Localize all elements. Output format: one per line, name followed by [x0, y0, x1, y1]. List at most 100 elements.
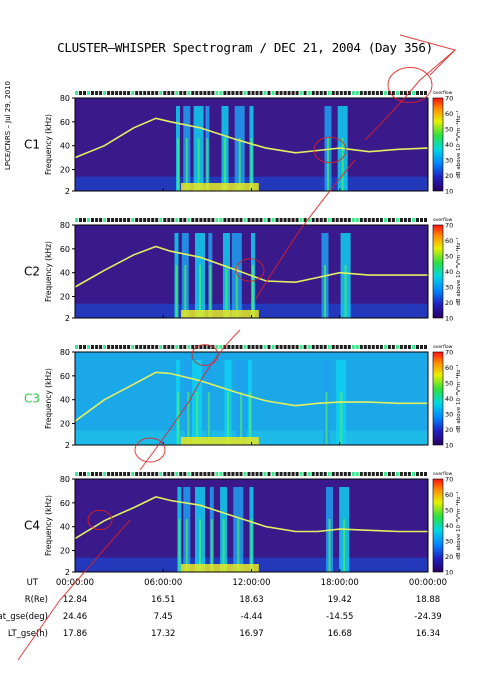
x-tick-label: 12:00:00	[232, 578, 270, 588]
y-tick-label: 80	[60, 348, 70, 357]
status-strip	[75, 91, 427, 95]
y-tick-label: 2	[65, 187, 70, 196]
emission-burst-core	[238, 138, 241, 191]
ephemeris-value: -14.55	[326, 612, 353, 622]
y-tick-label: 80	[60, 475, 70, 484]
emission-burst-core	[225, 265, 228, 318]
status-strip	[75, 218, 427, 222]
spacecraft-label: C3	[24, 392, 40, 406]
watermark-overlay	[17, 34, 456, 661]
colorbar-tick-label: 40	[445, 141, 453, 149]
colorbar-top-label: overflow	[433, 471, 453, 477]
watermark-loop	[87, 509, 113, 531]
ephemeris-value: 16.34	[416, 629, 440, 639]
emission-burst-core	[185, 519, 188, 572]
emission-burst-core	[327, 138, 329, 191]
emission-burst-core	[177, 138, 179, 191]
colorbar-tick-label: 20	[445, 426, 453, 434]
colorbar-tick-label: 30	[445, 284, 453, 292]
low-band-intensity	[180, 310, 259, 318]
watermark-loop	[313, 136, 347, 164]
colorbar-tick-label: 70	[445, 349, 453, 357]
y-tick-label: 20	[60, 293, 70, 302]
ephemeris-value: 18.88	[416, 595, 440, 605]
watermark-stroke	[399, 34, 456, 76]
y-tick-label: 80	[60, 221, 70, 230]
colorbar-top-label: overflow	[433, 90, 453, 96]
x-tick-label: 06:00:00	[144, 578, 182, 588]
y-tick-label: 40	[60, 269, 70, 278]
watermark-stroke	[139, 329, 241, 471]
colorbar-unit-label: dB above 10⁻⁸V²m⁻²Hz⁻¹	[455, 110, 462, 178]
colorbar-tick-label: 30	[445, 157, 453, 165]
emission-burst-core	[199, 265, 201, 318]
colorbar-tick-label: 50	[445, 380, 453, 388]
ephemeris-value: 7.45	[154, 612, 173, 622]
colorbar-gradient	[432, 224, 444, 319]
spacecraft-label: C2	[24, 265, 40, 279]
emission-burst-core	[184, 265, 187, 318]
y-tick-label: 20	[60, 547, 70, 556]
emission-burst-core	[185, 138, 188, 191]
colorbar-tick-label: 20	[445, 299, 453, 307]
colorbar-tick-label: 10	[445, 315, 453, 323]
emission-burst-core	[177, 392, 179, 445]
watermark-loop	[235, 258, 265, 282]
colorbar-tick-label: 30	[445, 538, 453, 546]
y-tick-label: 40	[60, 142, 70, 151]
chart-title: CLUSTER–WHISPER Spectrogram / DEC 21, 20…	[57, 40, 433, 55]
colorbar-tick-label: 10	[445, 569, 453, 577]
ephemeris-row-label: LT_gse(h)	[8, 629, 48, 639]
y-tick-label: 60	[60, 372, 70, 381]
colorbar-tick-label: 60	[445, 237, 453, 245]
emission-burst-core	[175, 265, 178, 318]
colorbar-tick-label: 70	[445, 222, 453, 230]
emission-burst-core	[209, 265, 212, 318]
ephemeris-row-label: R(Re)	[25, 595, 48, 605]
low-band-intensity	[180, 437, 259, 445]
ephemeris-value: 16.68	[328, 629, 352, 639]
colorbar-tick-label: 50	[445, 126, 453, 134]
y-axis-label: Frequency (kHz)	[44, 241, 53, 302]
ephemeris-value: 17.32	[151, 629, 175, 639]
y-tick-label: 60	[60, 245, 70, 254]
y-tick-label: 20	[60, 166, 70, 175]
x-tick-label: 18:00:00	[321, 578, 359, 588]
ephemeris-value: 17.86	[63, 629, 87, 639]
ephemeris-value: 16.51	[151, 595, 175, 605]
emission-burst-core	[197, 138, 200, 191]
colorbar-gradient	[432, 351, 444, 446]
emission-burst-core	[328, 519, 331, 572]
y-axis-label: Frequency (kHz)	[44, 368, 53, 429]
y-tick-label: 80	[60, 94, 70, 103]
colorbar-tick-label: 10	[445, 442, 453, 450]
colorbar-unit-label: dB above 10⁻⁸V²m⁻²Hz⁻¹	[455, 364, 462, 432]
ephemeris-value: -24.39	[414, 612, 441, 622]
colorbar-tick-label: 10	[445, 188, 453, 196]
emission-burst-core	[249, 392, 251, 445]
watermark-stroke	[364, 49, 456, 141]
emission-burst-core	[196, 392, 199, 445]
ephemeris-value: -4.44	[241, 612, 263, 622]
colorbar-tick-label: 60	[445, 364, 453, 372]
y-tick-label: 2	[65, 314, 70, 323]
colorbar-tick-label: 60	[445, 110, 453, 118]
emission-burst-core	[343, 519, 346, 572]
emission-burst-core	[250, 138, 253, 191]
x-tick-label: 00:00:00	[409, 578, 447, 588]
emission-burst-core	[325, 392, 328, 445]
colorbar-tick-label: 40	[445, 522, 453, 530]
y-tick-label: 2	[65, 441, 70, 450]
y-axis-label: Frequency (kHz)	[44, 114, 53, 175]
y-tick-label: 60	[60, 118, 70, 127]
emission-burst-core	[178, 519, 181, 572]
ephemeris-value: 12.84	[63, 595, 87, 605]
colorbar-tick-label: 70	[445, 476, 453, 484]
y-tick-label: 40	[60, 396, 70, 405]
ephemeris-value: 24.46	[63, 612, 87, 622]
